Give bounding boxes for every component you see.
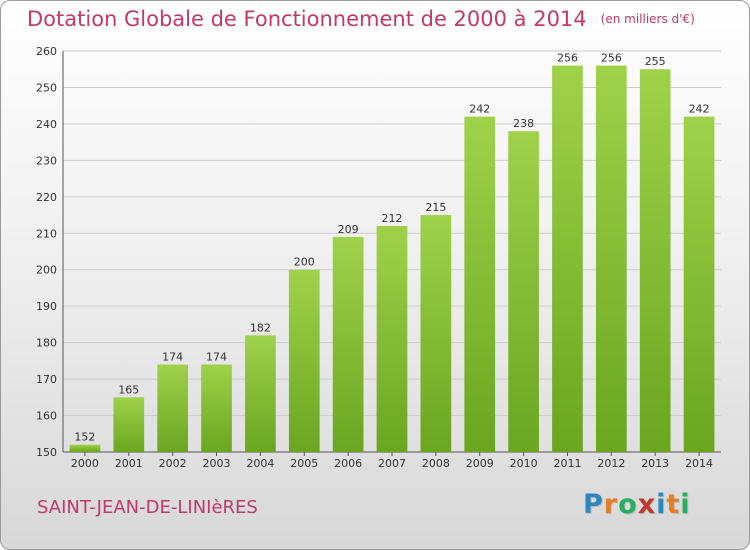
commune-name: SAINT-JEAN-DE-LINIèRES [37, 497, 258, 518]
bar-value-label: 256 [601, 52, 622, 65]
x-tick-label: 2000 [71, 457, 99, 470]
bar [639, 69, 671, 453]
y-tick-label: 210 [36, 227, 57, 240]
chart-unit: (en milliers d'€) [600, 12, 695, 26]
chart-title-text: Dotation Globale de Fonctionnement de 20… [27, 7, 587, 31]
bar [595, 65, 627, 452]
bar-value-label: 200 [294, 256, 315, 269]
chart-title: Dotation Globale de Fonctionnement de 20… [27, 7, 695, 31]
logo-letter: r [603, 489, 619, 520]
y-tick-label: 260 [36, 45, 57, 58]
x-tick-label: 2014 [685, 457, 713, 470]
bar [245, 335, 276, 452]
x-tick-label: 2005 [290, 457, 318, 470]
y-tick-label: 160 [36, 410, 57, 423]
logo-letter: t [666, 489, 681, 520]
y-tick-label: 180 [36, 337, 57, 350]
y-tick-label: 170 [36, 373, 57, 386]
bar [69, 444, 101, 452]
logo-letter: i [656, 489, 667, 520]
y-tick-label: 240 [36, 118, 57, 131]
bar [420, 215, 452, 452]
x-tick-label: 2006 [334, 457, 362, 470]
bar-value-label: 238 [513, 117, 534, 130]
x-tick-label: 2004 [246, 457, 274, 470]
logo-letter: i [680, 489, 691, 520]
bar-value-label: 242 [689, 103, 710, 116]
x-tick-label: 2008 [422, 457, 450, 470]
bar-value-label: 255 [645, 55, 666, 68]
logo-letter: o [618, 489, 638, 520]
bar [332, 236, 364, 452]
proxiti-logo: Proxiti [583, 489, 691, 520]
bar-value-label: 256 [557, 52, 578, 65]
bar [157, 364, 189, 452]
bar [683, 116, 715, 453]
x-tick-label: 2009 [466, 457, 494, 470]
logo-letter: x [637, 489, 657, 520]
bar-value-label: 209 [338, 223, 359, 236]
bar [201, 364, 232, 452]
bar-value-label: 242 [469, 103, 490, 116]
x-tick-label: 2007 [378, 457, 406, 470]
bar [113, 397, 145, 452]
bar [288, 269, 320, 452]
x-tick-label: 2002 [159, 457, 187, 470]
bar [464, 116, 496, 453]
bar-value-label: 174 [206, 351, 227, 364]
bar-value-label: 152 [74, 431, 95, 444]
x-tick-label: 2003 [203, 457, 231, 470]
logo-letter: P [583, 489, 604, 520]
bar-value-label: 182 [250, 321, 271, 334]
x-tick-label: 2010 [510, 457, 538, 470]
y-tick-label: 250 [36, 81, 57, 94]
y-tick-label: 230 [36, 154, 57, 167]
bar-value-label: 174 [162, 351, 183, 364]
x-tick-label: 2012 [597, 457, 625, 470]
y-tick-label: 200 [36, 264, 57, 277]
x-tick-label: 2013 [641, 457, 669, 470]
bar [552, 65, 583, 452]
bar-value-label: 212 [382, 212, 403, 225]
x-tick-label: 2011 [553, 457, 581, 470]
y-tick-label: 220 [36, 191, 57, 204]
bar-value-label: 215 [425, 201, 446, 214]
y-tick-label: 150 [36, 446, 57, 459]
bars [69, 65, 715, 453]
bar-value-label: 165 [118, 383, 139, 396]
bar [508, 131, 539, 452]
y-tick-label: 190 [36, 300, 57, 313]
x-tick-label: 2001 [115, 457, 143, 470]
data-labels: 152 165 174 174 182 200 209 212 215 242 238 256 256 2… [74, 52, 709, 444]
bar [376, 225, 408, 452]
